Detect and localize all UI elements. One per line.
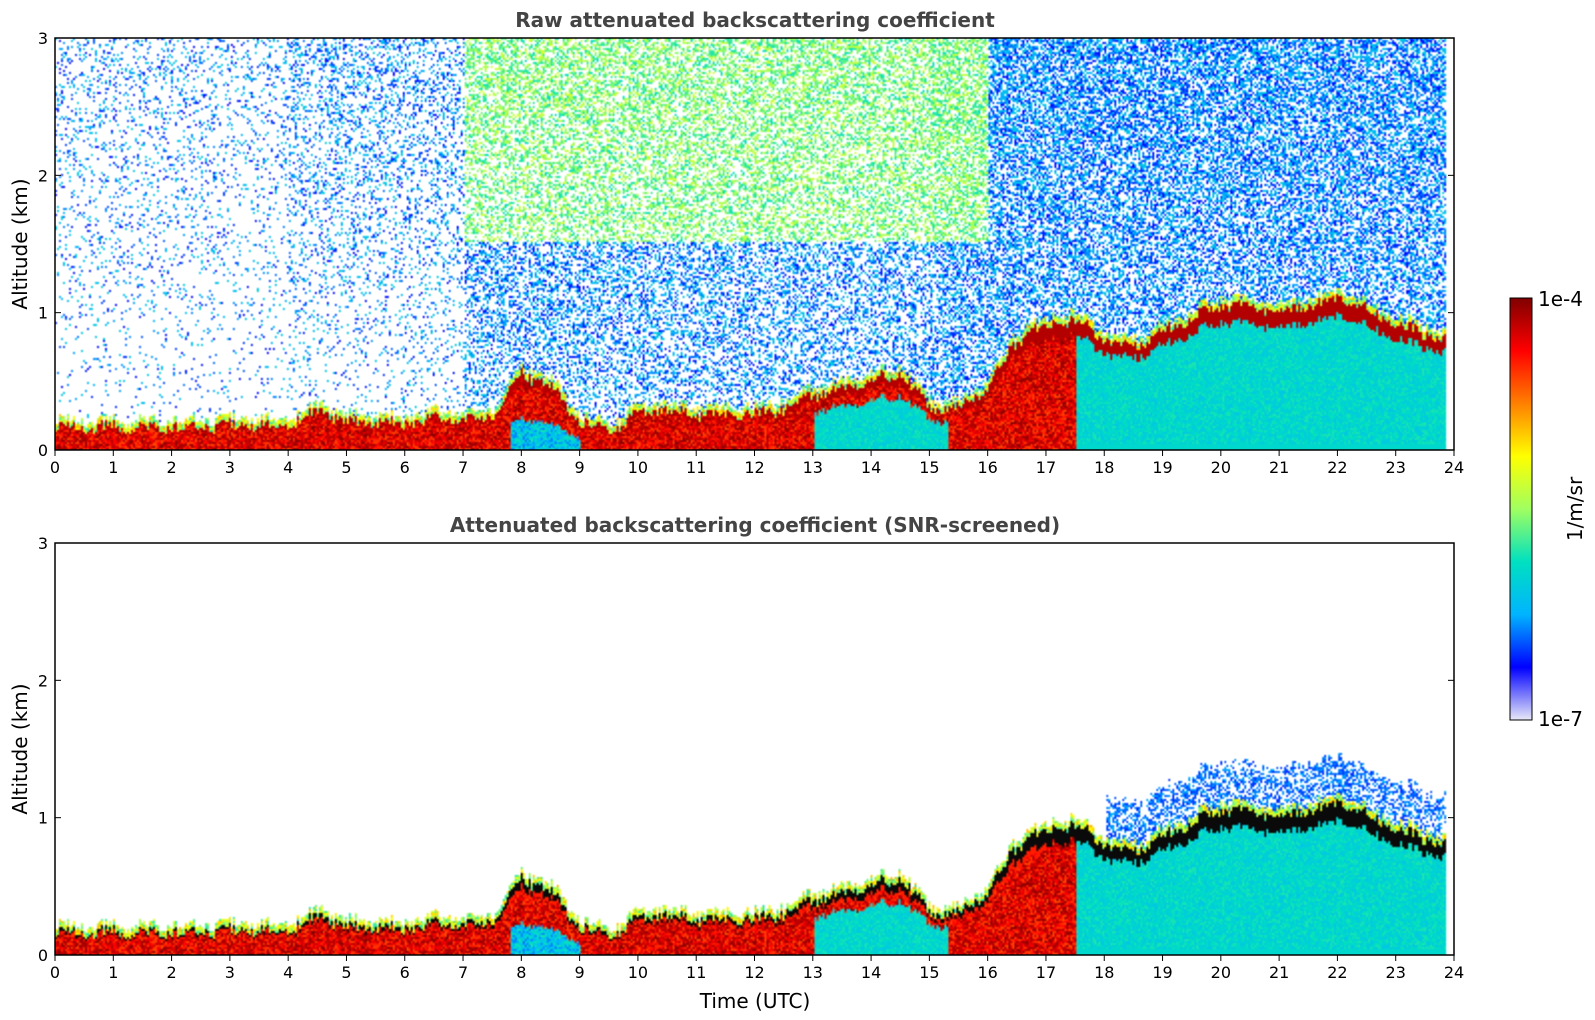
colorbar-gradient	[1509, 297, 1533, 721]
x-tick-label: 5	[341, 963, 351, 982]
x-tick-label: 14	[861, 458, 881, 477]
x-tick-label: 11	[686, 458, 706, 477]
x-tick-label: 8	[516, 963, 526, 982]
x-tick-label: 0	[50, 963, 60, 982]
x-axis-label: Time (UTC)	[699, 989, 811, 1013]
y-ticks: 0 1 2 3	[38, 29, 1454, 460]
x-tick-label: 2	[166, 963, 176, 982]
x-tick-label: 14	[861, 963, 881, 982]
x-tick-label: 20	[1211, 963, 1231, 982]
x-tick-label: 19	[1152, 458, 1172, 477]
x-tick-label: 21	[1269, 963, 1289, 982]
y-tick-label: 0	[38, 946, 48, 965]
x-tick-label: 20	[1211, 458, 1231, 477]
colorbar-min-label: 1e-7	[1538, 707, 1583, 731]
x-tick-label: 18	[1094, 458, 1114, 477]
x-tick-label: 17	[1036, 458, 1056, 477]
x-tick-label: 23	[1386, 963, 1406, 982]
x-tick-label: 2	[166, 458, 176, 477]
y-tick-label: 1	[38, 809, 48, 828]
x-tick-label: 0	[50, 458, 60, 477]
x-tick-label: 19	[1152, 963, 1172, 982]
x-tick-label: 6	[400, 963, 410, 982]
x-tick-label: 17	[1036, 963, 1056, 982]
x-tick-label: 24	[1444, 458, 1464, 477]
x-tick-label: 6	[400, 458, 410, 477]
panel-raw: Raw attenuated backscattering coefficien…	[8, 8, 1464, 477]
x-tick-label: 3	[225, 458, 235, 477]
y-axis-label: Altitude (km)	[8, 178, 32, 309]
x-tick-label: 16	[977, 458, 997, 477]
x-tick-label: 15	[919, 458, 939, 477]
x-tick-label: 5	[341, 458, 351, 477]
x-tick-label: 3	[225, 963, 235, 982]
y-tick-label: 0	[38, 441, 48, 460]
x-tick-label: 12	[744, 963, 764, 982]
colorbar-unit-label: 1/m/sr	[1563, 476, 1587, 541]
heatmap-image	[55, 543, 1454, 955]
x-tick-label: 4	[283, 963, 293, 982]
x-tick-label: 18	[1094, 963, 1114, 982]
y-tick-label: 3	[38, 534, 48, 553]
chart-title: Attenuated backscattering coefficient (S…	[450, 513, 1060, 537]
x-tick-label: 13	[803, 458, 823, 477]
y-tick-label: 2	[38, 166, 48, 185]
x-tick-label: 10	[628, 458, 648, 477]
x-tick-label: 13	[803, 963, 823, 982]
x-tick-label: 7	[458, 963, 468, 982]
x-tick-label: 1	[108, 963, 118, 982]
y-tick-label: 1	[38, 304, 48, 323]
x-tick-label: 8	[516, 458, 526, 477]
chart-title: Raw attenuated backscattering coefficien…	[515, 8, 995, 32]
x-tick-label: 4	[283, 458, 293, 477]
x-tick-label: 24	[1444, 963, 1464, 982]
x-tick-label: 22	[1327, 458, 1347, 477]
x-tick-label: 9	[575, 458, 585, 477]
x-tick-label: 21	[1269, 458, 1289, 477]
y-tick-label: 2	[38, 671, 48, 690]
panel-screened: Attenuated backscattering coefficient (S…	[8, 513, 1464, 1013]
x-tick-label: 10	[628, 963, 648, 982]
y-ticks: 0 1 2 3	[38, 534, 1454, 965]
colorbar-max-label: 1e-4	[1538, 287, 1583, 311]
x-tick-label: 11	[686, 963, 706, 982]
x-ticks: 0 1 2 3 4 5 6 7 8 9 10 11 12 13 14 15 16 17 18 19 20 21 22 23 24	[50, 450, 1464, 477]
x-tick-label: 16	[977, 963, 997, 982]
colorbar: 1e-4 1e-7 1/m/sr	[1509, 287, 1587, 731]
x-tick-label: 22	[1327, 963, 1347, 982]
x-ticks: 0 1 2 3 4 5 6 7 8 9 10 11 12 13 14 15 16 17 18 19 20 21 22 23 24	[50, 955, 1464, 982]
x-tick-label: 1	[108, 458, 118, 477]
y-axis-label: Altitude (km)	[8, 683, 32, 814]
x-tick-label: 12	[744, 458, 764, 477]
x-tick-label: 15	[919, 963, 939, 982]
x-tick-label: 7	[458, 458, 468, 477]
x-tick-label: 9	[575, 963, 585, 982]
x-tick-label: 23	[1386, 458, 1406, 477]
y-tick-label: 3	[38, 29, 48, 48]
heatmap-image	[55, 38, 1454, 450]
